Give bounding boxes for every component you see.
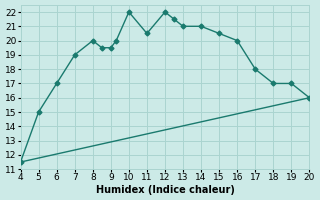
X-axis label: Humidex (Indice chaleur): Humidex (Indice chaleur): [96, 185, 235, 195]
